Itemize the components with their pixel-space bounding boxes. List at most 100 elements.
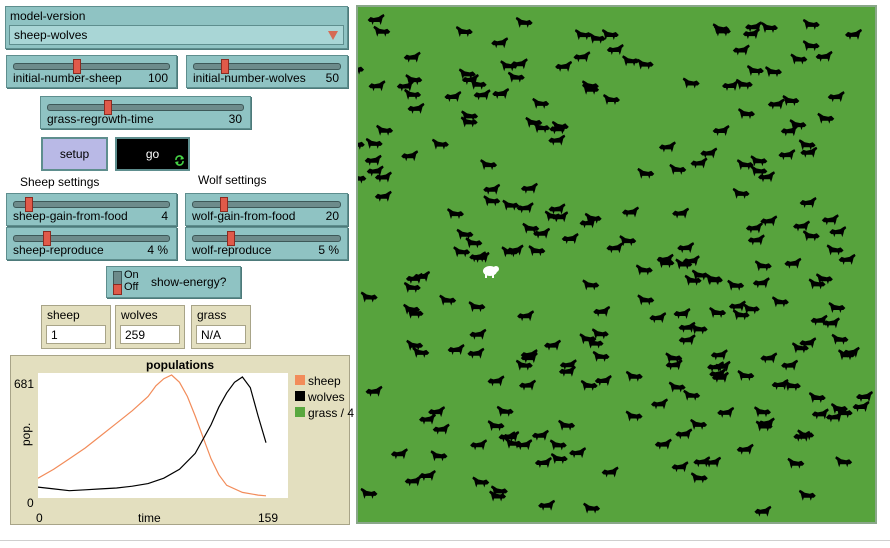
slider-handle[interactable] (221, 59, 229, 74)
wolf-agent (520, 182, 538, 194)
monitor-box: 259 (120, 325, 180, 344)
slider-value: 4 (161, 209, 168, 223)
slider-track[interactable] (193, 63, 341, 70)
wolf-agent (365, 137, 383, 149)
forever-icon (175, 155, 184, 166)
legend-swatch (295, 407, 305, 417)
wolf-agent (374, 190, 392, 202)
wolf-agent (709, 307, 727, 318)
wolf-agent (750, 165, 768, 177)
wolf-agent (798, 489, 816, 501)
slider-initial-number-wolves[interactable]: initial-number-wolves 50 (186, 55, 348, 88)
slider-handle[interactable] (72, 59, 81, 74)
slider-handle[interactable] (24, 197, 33, 212)
slider-wolf-reproduce[interactable]: wolf-reproduce 5 % (185, 227, 348, 260)
model-version-chooser[interactable]: model-version sheep-wolves (5, 6, 348, 49)
wolf-agent (376, 124, 394, 136)
wolf-agent (492, 88, 510, 99)
wolf-agent (637, 294, 655, 306)
slider-handle[interactable] (227, 231, 236, 246)
wolf-agent (406, 339, 424, 351)
slider-handle[interactable] (220, 197, 229, 212)
wolf-agent (465, 237, 483, 249)
wolf-agent (510, 58, 528, 70)
wolf-agent (682, 255, 700, 267)
slider-handle[interactable] (42, 231, 51, 246)
slider-value: 20 (325, 209, 339, 223)
wolf-agent (732, 309, 750, 321)
switch-on-label: On (124, 269, 139, 281)
slider-sheep-reproduce[interactable]: sheep-reproduce 4 % (6, 227, 177, 260)
wolf-agent (671, 461, 689, 473)
monitor-box: 1 (46, 325, 106, 344)
slider-wolf-gain-from-food[interactable]: wolf-gain-from-food 20 (185, 193, 348, 226)
show-energy-switch[interactable]: On Off show-energy? (106, 266, 241, 298)
wolf-agent (790, 53, 808, 65)
legend-swatch (295, 375, 305, 385)
wolf-agent (665, 352, 683, 364)
wolf-agent (800, 146, 818, 158)
wolf-agent (735, 78, 753, 90)
wolf-agent (684, 274, 702, 286)
wolf-agent (705, 274, 723, 286)
wolf-agent (690, 418, 708, 430)
wolf-agent (746, 65, 764, 76)
wolf-agent (622, 55, 640, 67)
slider-track[interactable] (13, 201, 170, 208)
slider-value: 5 % (318, 243, 339, 257)
wolf-agent (480, 159, 498, 171)
world-view[interactable] (356, 5, 877, 524)
wolf-agent (496, 405, 514, 417)
wolf-agent (579, 217, 597, 229)
wolf-agent (828, 302, 846, 313)
wolf-agent (405, 74, 423, 86)
slider-track[interactable] (192, 201, 341, 208)
wolf-agent (461, 74, 479, 85)
wolf-agent (404, 88, 422, 100)
slider-grass-regrowth-time[interactable]: grass-regrowth-time 30 (40, 96, 251, 129)
wolf-agent (549, 123, 567, 135)
wolf-agent (528, 245, 546, 257)
wolf-agent (505, 437, 522, 449)
wolf-agent (531, 429, 549, 441)
wolf-agent (727, 279, 745, 291)
slider-track[interactable] (13, 63, 170, 70)
wolf-agent (534, 457, 552, 468)
slider-initial-number-sheep[interactable]: initial-number-sheep 100 (6, 55, 177, 88)
slider-track[interactable] (192, 235, 341, 242)
setup-button[interactable]: setup (41, 137, 108, 171)
wolf-agent (487, 375, 505, 387)
wolf-agent (532, 97, 550, 109)
wolf-agent (472, 476, 490, 488)
wolf-agent (637, 167, 655, 179)
wolf-agent (791, 342, 809, 354)
chooser-dropdown[interactable]: sheep-wolves (9, 25, 344, 45)
wolf-agent (750, 155, 768, 167)
monitor-label: sheep (47, 308, 80, 322)
wolf-agent (358, 141, 365, 150)
monitor-grass: grass N/A (191, 305, 251, 349)
chevron-down-icon[interactable] (328, 31, 338, 40)
slider-sheep-gain-from-food[interactable]: sheep-gain-from-food 4 (6, 193, 177, 226)
wolf-agent (413, 270, 431, 282)
wolf-agent (754, 406, 771, 418)
monitor-value: N/A (201, 328, 222, 342)
wolf-agent (710, 349, 728, 361)
slider-track[interactable] (13, 235, 170, 242)
wolf-agent (358, 175, 367, 184)
go-button[interactable]: go (115, 137, 190, 171)
plot-title: populations (146, 358, 214, 372)
sheep-settings-label: Sheep settings (20, 175, 100, 189)
wolf-agent (625, 370, 643, 382)
wolf-agent (550, 453, 568, 464)
wolf-agent (390, 448, 408, 460)
slider-track[interactable] (47, 104, 244, 111)
wolf-agent (601, 466, 619, 478)
wolf-agent (825, 411, 843, 423)
slider-handle[interactable] (103, 100, 112, 115)
y-min-label: 0 (27, 496, 34, 510)
wolf-agent (558, 365, 576, 377)
wolf-agent (444, 91, 462, 102)
populations-plot: populations 681 0 pop. 0 time 159 sheep … (10, 355, 354, 525)
switch-knob[interactable] (113, 284, 122, 295)
